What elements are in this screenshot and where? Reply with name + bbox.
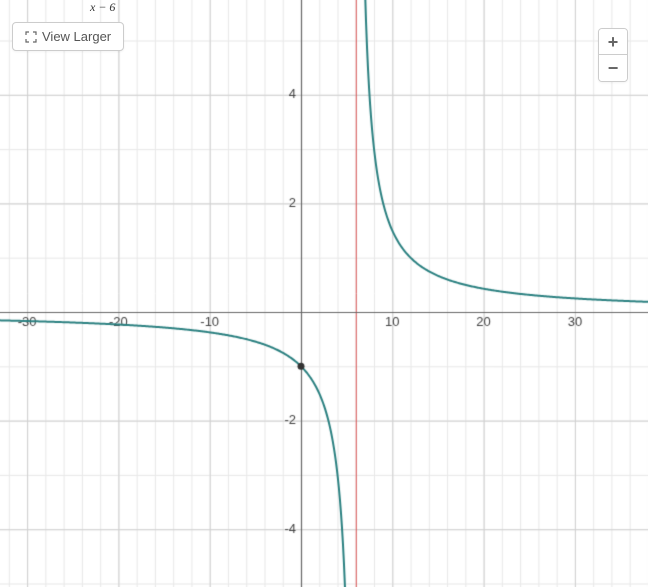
view-larger-label: View Larger: [42, 29, 111, 44]
zoom-in-button[interactable]: +: [599, 29, 627, 55]
zoom-out-button[interactable]: −: [599, 55, 627, 81]
expand-icon: [25, 31, 37, 43]
equation-label: x − 6: [90, 0, 115, 15]
graph-plot[interactable]: [0, 0, 648, 587]
zoom-controls: + −: [598, 28, 628, 82]
view-larger-button[interactable]: View Larger: [12, 22, 124, 51]
